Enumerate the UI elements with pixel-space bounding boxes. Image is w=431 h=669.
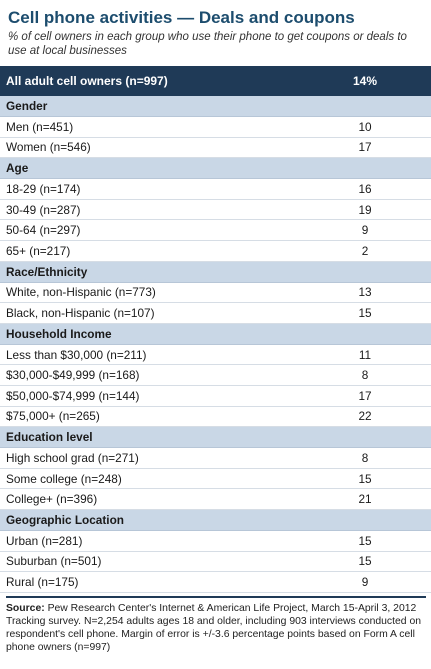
- group-header-row: Household Income: [0, 323, 431, 345]
- row-value: 10: [358, 119, 372, 134]
- group-header-row: Gender: [0, 96, 431, 117]
- group-header-row: Age: [0, 158, 431, 180]
- row-value: 17: [358, 140, 372, 155]
- row-value: 15: [358, 305, 372, 320]
- table-row: 50-64 (n=297) 9: [0, 220, 431, 241]
- row-label: College+ (n=396): [6, 492, 98, 507]
- table-row: $50,000-$74,999 (n=144) 17: [0, 386, 431, 407]
- row-value: 11: [358, 347, 372, 362]
- data-table: All adult cell owners (n=997) 14% Gender…: [0, 66, 431, 593]
- group-label: Race/Ethnicity: [6, 264, 88, 279]
- row-label: Urban (n=281): [6, 533, 83, 548]
- header-value: 14%: [352, 74, 378, 88]
- table-row: 18-29 (n=174) 16: [0, 179, 431, 200]
- row-label: Suburban (n=501): [6, 554, 102, 569]
- group-header-row: Education level: [0, 427, 431, 449]
- table-row: Women (n=546) 17: [0, 138, 431, 159]
- row-value: 8: [361, 368, 369, 383]
- row-label: Men (n=451): [6, 119, 74, 134]
- table-row: 30-49 (n=287) 19: [0, 200, 431, 221]
- table-row: Urban (n=281) 15: [0, 531, 431, 552]
- table-row: $30,000-$49,999 (n=168) 8: [0, 365, 431, 386]
- chart-subtitle: % of cell owners in each group who use t…: [8, 31, 407, 57]
- group-label: Gender: [6, 99, 48, 113]
- row-value: 9: [361, 223, 369, 238]
- table-row: Black, non-Hispanic (n=107) 15: [0, 303, 431, 324]
- row-label: Less than $30,000 (n=211): [6, 347, 147, 362]
- header-label: All adult cell owners (n=997): [6, 74, 168, 88]
- group-header-row: Geographic Location: [0, 509, 431, 531]
- row-label: $50,000-$74,999 (n=144): [6, 388, 140, 403]
- row-label: 65+ (n=217): [6, 243, 71, 258]
- group-header-row: Race/Ethnicity: [0, 261, 431, 283]
- group-label: Household Income: [6, 326, 112, 341]
- group-label: Geographic Location: [6, 512, 124, 527]
- row-value: 13: [358, 285, 372, 300]
- row-label: High school grad (n=271): [6, 450, 139, 465]
- table-row: Less than $30,000 (n=211) 11: [0, 345, 431, 366]
- table-row: Suburban (n=501) 15: [0, 552, 431, 573]
- row-value: 22: [358, 409, 372, 424]
- table-row: $75,000+ (n=265) 22: [0, 407, 431, 428]
- row-value: 19: [358, 202, 372, 217]
- row-label: Some college (n=248): [6, 471, 122, 486]
- row-label: 18-29 (n=174): [6, 181, 81, 196]
- table-row: Some college (n=248) 15: [0, 469, 431, 490]
- row-value: 15: [358, 554, 372, 569]
- source-note: Source: Pew Research Center's Internet &…: [6, 596, 426, 654]
- row-label: $75,000+ (n=265): [6, 409, 100, 424]
- row-label: $30,000-$49,999 (n=168): [6, 368, 140, 383]
- row-label: Rural (n=175): [6, 574, 79, 589]
- table-row: Rural (n=175) 9: [0, 572, 431, 593]
- row-value: 16: [358, 181, 372, 196]
- group-label: Age: [6, 161, 29, 176]
- table-body: Gender Men (n=451) 10 Women (n=546) 17 Age 18-…: [0, 96, 431, 593]
- row-value: 8: [361, 450, 369, 465]
- row-label: 50-64 (n=297): [6, 223, 81, 238]
- row-value: 17: [358, 388, 372, 403]
- source-text: Pew Research Center's Internet & America…: [6, 603, 422, 653]
- table-row: Men (n=451) 10: [0, 117, 431, 138]
- row-label: Women (n=546): [6, 140, 91, 155]
- table-row: College+ (n=396) 21: [0, 489, 431, 510]
- row-value: 15: [358, 471, 372, 486]
- group-label: Education level: [6, 430, 93, 445]
- table-row: White, non-Hispanic (n=773) 13: [0, 283, 431, 304]
- row-value: 9: [361, 574, 369, 589]
- chart-title: Cell phone activities — Deals and coupon…: [8, 8, 355, 27]
- row-label: White, non-Hispanic (n=773): [6, 285, 156, 300]
- row-value: 15: [358, 533, 372, 548]
- row-value: 21: [358, 492, 372, 507]
- row-label: Black, non-Hispanic (n=107): [6, 305, 155, 320]
- table-row: High school grad (n=271) 8: [0, 448, 431, 469]
- row-value: 2: [361, 243, 369, 258]
- table-row: 65+ (n=217) 2: [0, 241, 431, 262]
- table-header-row: All adult cell owners (n=997) 14%: [0, 66, 431, 96]
- row-label: 30-49 (n=287): [6, 202, 81, 217]
- source-prefix: Source:: [6, 603, 45, 614]
